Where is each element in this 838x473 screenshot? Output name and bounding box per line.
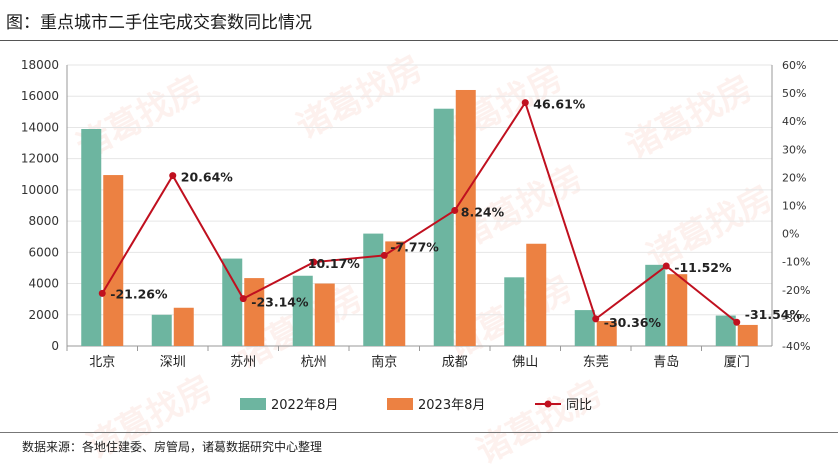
category-label: 杭州: [301, 355, 327, 370]
bar-2022: [433, 108, 454, 346]
category-label: 苏州: [230, 354, 256, 370]
right-axis-tick-label: 60%: [782, 59, 806, 72]
yoy-point: [380, 251, 388, 259]
right-axis-tick-label: 0%: [782, 228, 799, 241]
category-label: 青岛: [653, 354, 679, 370]
bar-2023: [103, 175, 124, 346]
yoy-data-label: 46.61%: [533, 97, 586, 112]
left-axis-tick-label: 8000: [28, 214, 59, 228]
category-label: 成都: [442, 355, 468, 370]
category-label: 北京: [89, 355, 115, 370]
yoy-point: [169, 172, 177, 180]
legend-2022-swatch: [240, 398, 266, 410]
right-axis-tick-label: -20%: [782, 284, 810, 297]
legend-yoy-swatch-marker: [544, 400, 552, 408]
bar-2022: [151, 314, 172, 346]
bar-2022: [645, 264, 666, 346]
right-axis-tick-label: 20%: [782, 171, 806, 184]
yoy-data-label: -23.14%: [251, 295, 309, 310]
bar-2022: [222, 258, 243, 346]
bar-2023: [314, 283, 335, 346]
yoy-point: [451, 206, 459, 214]
yoy-point: [98, 289, 106, 297]
chart-title: 图：重点城市二手住宅成交套数同比情况: [6, 13, 312, 33]
right-axis-tick-label: -10%: [782, 256, 810, 269]
right-axis-tick-label: 50%: [782, 87, 806, 100]
left-axis-tick-label: 16000: [21, 89, 59, 103]
yoy-data-label: 8.24%: [461, 204, 505, 219]
category-label: 佛山: [512, 355, 538, 370]
bar-2023: [173, 307, 194, 346]
category-label: 南京: [371, 354, 397, 370]
right-axis-tick-label: -40%: [782, 340, 810, 353]
legend-2022-label: 2022年8月: [271, 398, 338, 413]
left-axis-tick-label: 18000: [21, 58, 59, 72]
yoy-point: [310, 258, 318, 266]
bar-2022: [81, 129, 102, 346]
bar-2023: [526, 243, 547, 346]
right-axis-tick-label: -30%: [782, 312, 810, 325]
bar-2022: [715, 315, 736, 346]
bar-2023: [385, 241, 406, 346]
title-divider: [0, 40, 838, 41]
category-label: 厦门: [724, 355, 750, 370]
bar-2023: [596, 321, 617, 346]
legend-yoy-label: 同比: [566, 398, 592, 413]
combo-chart: 0 2000 4000 6000 8000 10000 12000 14000 16000 180…: [21, 58, 811, 413]
legend-2023-swatch: [387, 398, 413, 410]
yoy-data-label: 20.64%: [181, 170, 234, 185]
bar-2022: [504, 277, 525, 346]
left-axis-tick-label: 0: [51, 339, 59, 353]
footer-divider: [0, 432, 838, 433]
bar-2022: [292, 275, 313, 346]
bar-2022: [363, 233, 384, 346]
yoy-data-label: 10.17%: [308, 256, 361, 271]
category-label: 深圳: [160, 355, 186, 370]
yoy-data-label: -31.54%: [745, 307, 803, 322]
bar-2023: [667, 274, 688, 346]
right-axis-tick-label: 40%: [782, 115, 806, 128]
yoy-point: [521, 99, 529, 107]
yoy-data-label: -21.26%: [110, 286, 168, 301]
bar-2022: [574, 310, 595, 346]
left-axis-tick-label: 12000: [21, 152, 59, 166]
left-axis-tick-label: 6000: [28, 245, 59, 259]
category-label: 东莞: [583, 355, 609, 370]
left-axis-tick-label: 14000: [21, 120, 59, 134]
left-axis-tick-label: 4000: [28, 277, 59, 291]
bar-2023: [737, 324, 758, 346]
left-axis-tick-label: 2000: [28, 308, 59, 322]
data-source-note: 数据来源：各地住建委、房管局，诸葛数据研究中心整理: [22, 440, 323, 454]
yoy-line: [101, 100, 738, 324]
yoy-point: [733, 318, 741, 326]
yoy-data-label: -11.52%: [674, 260, 732, 275]
bar-2023: [455, 89, 476, 346]
legend-2023-label: 2023年8月: [418, 398, 485, 413]
yoy-point: [592, 315, 600, 323]
left-axis-tick-label: 10000: [21, 183, 59, 197]
right-axis-tick-label: 30%: [782, 143, 806, 156]
yoy-point: [239, 295, 247, 303]
yoy-data-label: -7.77%: [390, 239, 439, 254]
yoy-data-label: -30.36%: [604, 315, 662, 330]
right-axis-tick-label: 10%: [782, 200, 806, 213]
yoy-point: [662, 262, 670, 270]
